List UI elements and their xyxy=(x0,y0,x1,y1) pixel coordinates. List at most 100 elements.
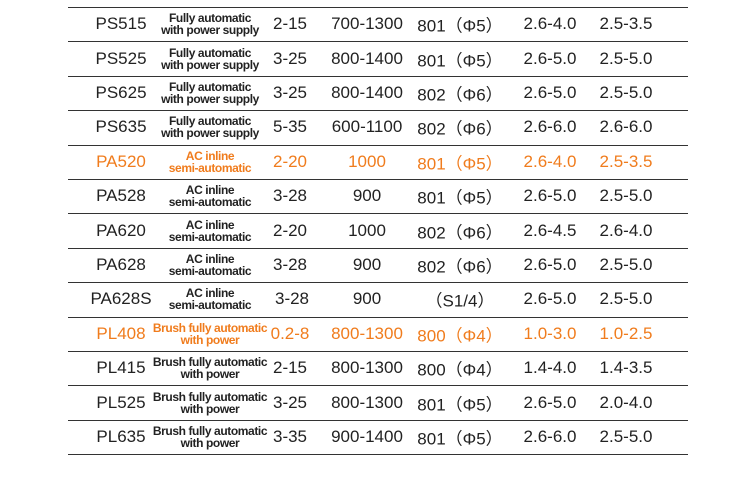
cell-b: 1.4-3.5 xyxy=(599,358,653,378)
cell-model: PA628 xyxy=(96,255,146,274)
cell-a: 2.6-5.0 xyxy=(523,186,577,206)
cell-spec: （S1/4） xyxy=(425,291,495,311)
cell-spec: 801（Φ5） xyxy=(417,154,503,174)
desc-line: Fully automatic xyxy=(168,45,251,60)
cell-range: 0.2-8 xyxy=(270,323,310,343)
cell-a: 2.6-5.0 xyxy=(523,83,577,102)
desc-line: Fully automatic xyxy=(168,11,251,26)
cell-desc: Brush fully automatic with power xyxy=(152,355,268,380)
cell-a: 2.6-5.0 xyxy=(523,392,577,412)
cell-b: 2.6-4.0 xyxy=(599,220,653,240)
desc-line: Brush fully automatic xyxy=(152,320,268,335)
cell-speed: 600-1100 xyxy=(331,117,403,137)
desc-line: with power supply xyxy=(161,57,259,72)
desc-line: with power supply xyxy=(161,92,259,106)
cell-speed: 800-1400 xyxy=(331,83,403,102)
cell-speed: 900 xyxy=(352,186,382,206)
desc-line: with power supply xyxy=(161,23,259,38)
cell-b: 2.6-6.0 xyxy=(599,117,653,137)
cell-spec: 800（Φ4） xyxy=(417,360,503,380)
row-line xyxy=(68,7,688,8)
cell-speed: 900 xyxy=(352,289,382,309)
desc-line: Fully automatic xyxy=(168,80,251,94)
cell-spec: 802（Φ6） xyxy=(417,223,503,243)
cell-b: 2.5-3.5 xyxy=(599,151,653,171)
desc-line: AC inline xyxy=(185,148,235,163)
desc-line: semi-automatic xyxy=(168,229,252,244)
cell-range: 5-35 xyxy=(272,117,308,137)
cell-b: 2.5-5.0 xyxy=(599,48,653,68)
cell-model: PA528 xyxy=(96,186,146,206)
cell-range: 2-15 xyxy=(272,358,308,378)
desc-line: with power xyxy=(180,436,240,450)
cell-range: 3-25 xyxy=(272,83,308,102)
cell-desc: AC inline semi-automatic xyxy=(168,286,252,313)
cell-model: PS625 xyxy=(95,83,147,102)
cell-range: 2-15 xyxy=(272,14,308,34)
desc-line: Fully automatic xyxy=(168,114,251,129)
cell-spec: 802（Φ6） xyxy=(417,85,503,105)
desc-line: Brush fully automatic xyxy=(152,424,268,438)
row-line xyxy=(68,179,688,180)
desc-line: semi-automatic xyxy=(168,195,252,210)
cell-model: PA520 xyxy=(96,151,146,171)
cell-model: PS525 xyxy=(95,48,147,68)
cell-a: 2.6-4.5 xyxy=(523,220,577,240)
cell-model: PL415 xyxy=(96,358,146,378)
cell-range: 3-25 xyxy=(272,48,308,68)
cell-speed: 900-1400 xyxy=(331,427,403,446)
cell-desc: Fully automatic with power supply xyxy=(161,12,259,36)
row-line xyxy=(68,454,688,456)
cell-desc: Fully automatic with power supply xyxy=(161,81,259,105)
desc-line: Brush fully automatic xyxy=(152,355,268,370)
row-line xyxy=(68,419,688,421)
cell-a: 2.6-6.0 xyxy=(523,427,577,446)
cell-speed: 900 xyxy=(352,255,382,274)
row-line xyxy=(68,385,688,387)
desc-line: Brush fully automatic xyxy=(152,389,268,404)
cell-speed: 800-1400 xyxy=(331,48,403,68)
row-line xyxy=(68,75,688,77)
cell-speed: 1000 xyxy=(348,220,386,240)
cell-b: 2.5-3.5 xyxy=(599,14,653,34)
cell-b: 2.5-5.0 xyxy=(599,83,653,102)
cell-b: 2.5-5.0 xyxy=(599,255,653,274)
desc-line: semi-automatic xyxy=(168,298,252,313)
cell-b: 2.5-5.0 xyxy=(599,289,653,309)
cell-spec: 800（Φ4） xyxy=(417,326,503,346)
cell-speed: 700-1300 xyxy=(331,14,403,34)
desc-line: AC inline xyxy=(185,286,235,301)
cell-a: 2.6-5.0 xyxy=(523,255,577,274)
cell-a: 1.4-4.0 xyxy=(523,358,577,378)
cell-spec: 801（Φ5） xyxy=(417,16,503,36)
cell-model: PS635 xyxy=(95,117,147,137)
cell-a: 2.6-6.0 xyxy=(523,117,577,137)
cell-speed: 1000 xyxy=(348,151,386,171)
cell-a: 2.6-5.0 xyxy=(523,289,577,309)
cell-speed: 800-1300 xyxy=(331,358,403,378)
cell-speed: 800-1300 xyxy=(331,323,403,343)
cell-b: 1.0-2.5 xyxy=(599,323,653,343)
cell-desc: Brush fully automatic with power xyxy=(152,320,268,347)
row-line xyxy=(68,351,688,352)
cell-b: 2.5-5.0 xyxy=(599,427,653,446)
row-line xyxy=(68,41,688,43)
row-line xyxy=(68,144,688,146)
desc-line: semi-automatic xyxy=(168,160,252,175)
row-line xyxy=(68,247,688,249)
cell-desc: Fully automatic with power supply xyxy=(161,115,259,139)
desc-line: AC inline xyxy=(185,252,235,266)
cell-spec: 801（Φ5） xyxy=(417,51,503,71)
cell-a: 2.6-5.0 xyxy=(523,48,577,68)
row-line xyxy=(68,282,688,284)
cell-range: 2-20 xyxy=(272,151,308,171)
desc-line: with power xyxy=(180,332,240,347)
cell-a: 1.0-3.0 xyxy=(523,323,577,343)
cell-model: PA620 xyxy=(96,220,146,240)
desc-line: semi-automatic xyxy=(168,264,252,278)
cell-range: 3-28 xyxy=(272,255,308,274)
cell-desc: Brush fully automatic with power xyxy=(152,389,268,415)
desc-line: AC inline xyxy=(185,183,235,198)
cell-range: 3-25 xyxy=(272,392,308,412)
